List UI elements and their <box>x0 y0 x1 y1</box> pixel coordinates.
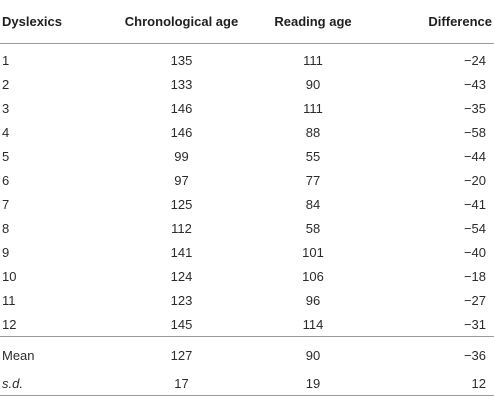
table-row: 7 125 84 −41 <box>0 192 494 216</box>
cell-chronological-age: 112 <box>171 220 192 236</box>
cell-dyslexic-id: 11 <box>2 292 16 308</box>
table-row: 8 112 58 −54 <box>0 216 494 240</box>
cell-reading-age: 101 <box>302 244 324 260</box>
cell-summary-label: s.d. <box>0 371 114 396</box>
cell-chronological-age: 124 <box>170 268 193 284</box>
cell-difference: −41 <box>463 196 486 212</box>
cell-dyslexic-id: 7 <box>2 196 10 212</box>
cell-reading-age: 90 <box>305 76 321 92</box>
cell-chronological-age: 99 <box>174 148 189 164</box>
cell-chronological-age: 146 <box>170 124 193 140</box>
table-row: 6 97 77 −20 <box>0 168 494 192</box>
table-row: 11 123 96 −27 <box>0 288 494 312</box>
cell-chronological-age: 133 <box>170 76 193 92</box>
cell-reading-age: 77 <box>305 172 321 188</box>
cell-summary-label: Mean <box>0 336 114 371</box>
cell-chronological-age: 145 <box>170 316 193 332</box>
summary-row-mean: Mean 127 90 −36 <box>0 336 494 371</box>
cell-chronological-age: 123 <box>170 292 193 308</box>
cell-dyslexic-id: 4 <box>2 124 10 140</box>
cell-dyslexic-id: 8 <box>2 220 10 236</box>
cell-difference: −43 <box>463 76 486 92</box>
table-row: 5 99 55 −44 <box>0 144 494 168</box>
header-dyslexics: Dyslexics <box>2 14 62 29</box>
summary-row-sd: s.d. 17 19 12 <box>0 371 494 396</box>
cell-difference: −35 <box>463 100 486 116</box>
header-reading-age: Reading age <box>274 14 352 29</box>
cell-mean-reading-age: 90 <box>249 336 377 371</box>
table-row: 4 146 88 −58 <box>0 120 494 144</box>
table-row: 1 135 111 −24 <box>0 44 494 73</box>
cell-chronological-age: 125 <box>170 196 193 212</box>
cell-reading-age: 111 <box>303 52 323 68</box>
cell-chronological-age: 135 <box>170 52 193 68</box>
header-difference: Difference <box>428 14 492 29</box>
cell-dyslexic-id: 3 <box>2 100 10 116</box>
cell-difference: −31 <box>463 316 486 332</box>
cell-sd-reading-age: 19 <box>249 371 377 396</box>
header-chronological-age: Chronological age <box>124 14 239 29</box>
cell-reading-age: 84 <box>305 196 321 212</box>
cell-sd-difference: 12 <box>377 371 494 396</box>
table-row: 9 141 101 −40 <box>0 240 494 264</box>
cell-reading-age: 111 <box>303 100 323 116</box>
table-row: 3 146 111 −35 <box>0 96 494 120</box>
header-row: Dyslexics Chronological age Reading age … <box>0 0 494 44</box>
cell-chronological-age: 146 <box>170 100 193 116</box>
cell-dyslexic-id: 2 <box>2 76 10 92</box>
cell-chronological-age: 141 <box>170 244 193 260</box>
cell-dyslexic-id: 5 <box>2 148 10 164</box>
cell-difference: −27 <box>463 292 486 308</box>
cell-reading-age: 58 <box>305 220 321 236</box>
cell-mean-chronological-age: 127 <box>114 336 249 371</box>
cell-difference: −24 <box>463 52 486 68</box>
cell-dyslexic-id: 1 <box>2 52 10 68</box>
cell-reading-age: 88 <box>305 124 321 140</box>
cell-reading-age: 96 <box>305 292 321 308</box>
table-row: 12 145 114 −31 <box>0 312 494 337</box>
table-row: 10 124 106 −18 <box>0 264 494 288</box>
cell-dyslexic-id: 9 <box>2 244 10 260</box>
cell-dyslexic-id: 10 <box>2 268 17 284</box>
cell-difference: −44 <box>463 148 486 164</box>
cell-difference: −20 <box>463 172 486 188</box>
cell-difference: −18 <box>463 268 486 284</box>
cell-dyslexic-id: 12 <box>2 316 17 332</box>
cell-reading-age: 114 <box>302 316 324 332</box>
cell-chronological-age: 97 <box>174 172 189 188</box>
cell-reading-age: 106 <box>302 268 324 284</box>
table-row: 2 133 90 −43 <box>0 72 494 96</box>
cell-difference: −54 <box>463 220 486 236</box>
cell-mean-difference: −36 <box>377 336 494 371</box>
cell-dyslexic-id: 6 <box>2 172 10 188</box>
cell-difference: −58 <box>463 124 486 140</box>
cell-sd-chronological-age: 17 <box>114 371 249 396</box>
cell-difference: −40 <box>463 244 486 260</box>
cell-reading-age: 55 <box>305 148 321 164</box>
